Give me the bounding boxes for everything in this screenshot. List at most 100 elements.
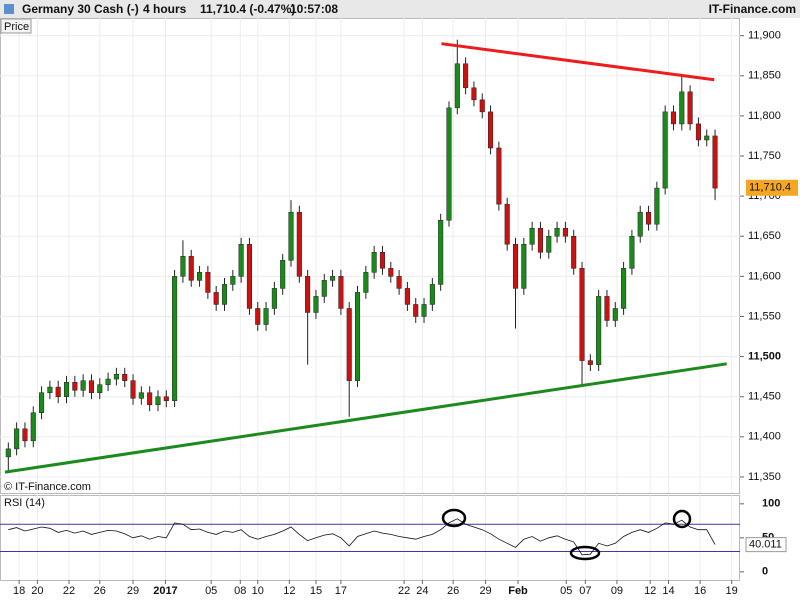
x-tick-label: 22 bbox=[63, 585, 75, 597]
trendline bbox=[4, 362, 727, 474]
candle-body bbox=[662, 111, 668, 189]
candle-body bbox=[39, 392, 45, 414]
y-tick-label: 11,900 bbox=[748, 30, 781, 42]
highlight-circle bbox=[672, 509, 692, 529]
y-tick-label: 0 bbox=[762, 566, 768, 578]
candle-body bbox=[80, 380, 86, 391]
candle-body bbox=[72, 382, 78, 391]
candle-body bbox=[305, 276, 311, 313]
candle-body bbox=[47, 386, 53, 393]
candle-body bbox=[504, 203, 510, 245]
candle-body bbox=[346, 308, 352, 381]
candle-body bbox=[488, 111, 494, 149]
y-tick-label: 11,550 bbox=[748, 310, 781, 322]
candle-body bbox=[496, 147, 502, 205]
candle-body bbox=[546, 235, 552, 253]
rsi-last-label: 40.011 bbox=[749, 539, 782, 551]
x-tick-label: 16 bbox=[694, 585, 706, 597]
candle-body bbox=[88, 380, 94, 393]
y-tick-label: 11,850 bbox=[748, 70, 781, 82]
candle-body bbox=[271, 288, 277, 309]
candle-body bbox=[55, 386, 61, 397]
x-tick-label: 22 bbox=[398, 585, 410, 597]
instrument: Germany 30 Cash (-) bbox=[22, 2, 139, 16]
x-tick-label: 18 bbox=[13, 585, 25, 597]
candle-body bbox=[479, 99, 485, 113]
candle-body bbox=[587, 360, 593, 365]
y-tick-label: 11,350 bbox=[748, 471, 781, 483]
header-bar bbox=[0, 0, 800, 18]
candle-body bbox=[421, 304, 427, 317]
candle-body bbox=[712, 135, 718, 189]
highlight-circle bbox=[569, 545, 601, 561]
x-tick-label: 09 bbox=[611, 585, 623, 597]
candle-body bbox=[213, 292, 219, 305]
x-tick-label: 26 bbox=[94, 585, 106, 597]
y-tick-label: 11,450 bbox=[748, 391, 781, 403]
time: 10:57:08 bbox=[290, 2, 338, 16]
y-tick-label: 100 bbox=[762, 498, 780, 510]
menu-icon[interactable] bbox=[4, 4, 14, 14]
candle-body bbox=[596, 296, 602, 365]
candle-body bbox=[679, 91, 685, 125]
y-tick-label: 11,500 bbox=[748, 351, 781, 363]
candle-body bbox=[612, 308, 618, 321]
trendline bbox=[441, 42, 715, 82]
candle-body bbox=[704, 135, 710, 141]
x-tick-label: 12 bbox=[283, 585, 295, 597]
candle-body bbox=[63, 382, 70, 397]
candle-body bbox=[172, 276, 178, 401]
candle-body bbox=[604, 296, 610, 321]
y-tick-label: 11,600 bbox=[748, 270, 781, 282]
x-tick-label: 10 bbox=[252, 585, 264, 597]
candle-body bbox=[255, 308, 261, 325]
candle-body bbox=[396, 276, 402, 289]
interval: 4 hours bbox=[143, 2, 187, 16]
candle-body bbox=[562, 227, 568, 237]
x-tick-label: 07 bbox=[579, 585, 591, 597]
candle-body bbox=[413, 304, 419, 317]
candle-body bbox=[296, 211, 302, 277]
last-price-box bbox=[746, 179, 798, 196]
y-tick-label: 11,400 bbox=[748, 431, 781, 443]
candle-body bbox=[579, 268, 585, 361]
x-tick-label: 12 bbox=[644, 585, 656, 597]
candle-body bbox=[637, 211, 643, 237]
candle-body bbox=[313, 296, 319, 313]
x-tick-label: 29 bbox=[127, 585, 139, 597]
candle-body bbox=[147, 392, 153, 405]
candle-body bbox=[180, 256, 186, 277]
y-tick-label: 11,800 bbox=[748, 110, 781, 122]
candle-body bbox=[238, 244, 244, 277]
candle-body bbox=[438, 219, 444, 285]
x-tick-label: 14 bbox=[662, 585, 674, 597]
candle-body bbox=[14, 428, 20, 450]
y-tick-label: 11,750 bbox=[748, 150, 781, 162]
candle-body bbox=[205, 272, 211, 293]
quote: 11,710.4 (-0.47%) bbox=[200, 2, 295, 16]
candle-body bbox=[446, 107, 452, 221]
watermark: © IT-Finance.com bbox=[4, 481, 91, 493]
candle-body bbox=[537, 227, 543, 253]
candle-body bbox=[512, 244, 519, 289]
candle-body bbox=[163, 396, 169, 401]
candle-body bbox=[354, 292, 361, 381]
candle-body bbox=[263, 308, 269, 325]
x-tick-label: 08 bbox=[234, 585, 246, 597]
brand: IT-Finance.com bbox=[709, 2, 796, 16]
candle-body bbox=[155, 396, 161, 405]
x-tick-label: 24 bbox=[416, 585, 428, 597]
x-tick-label: 15 bbox=[310, 585, 322, 597]
candle-body bbox=[288, 211, 294, 261]
candle-body bbox=[246, 244, 252, 309]
highlight-circle bbox=[441, 508, 467, 528]
candle-body bbox=[338, 276, 344, 309]
candle-body bbox=[221, 284, 228, 305]
candle-body bbox=[363, 272, 369, 293]
candle-body bbox=[687, 91, 693, 125]
x-tick-label: 17 bbox=[335, 585, 347, 597]
panel-label: Price bbox=[4, 21, 29, 33]
candle-body bbox=[97, 384, 103, 393]
candle-body bbox=[471, 87, 477, 101]
